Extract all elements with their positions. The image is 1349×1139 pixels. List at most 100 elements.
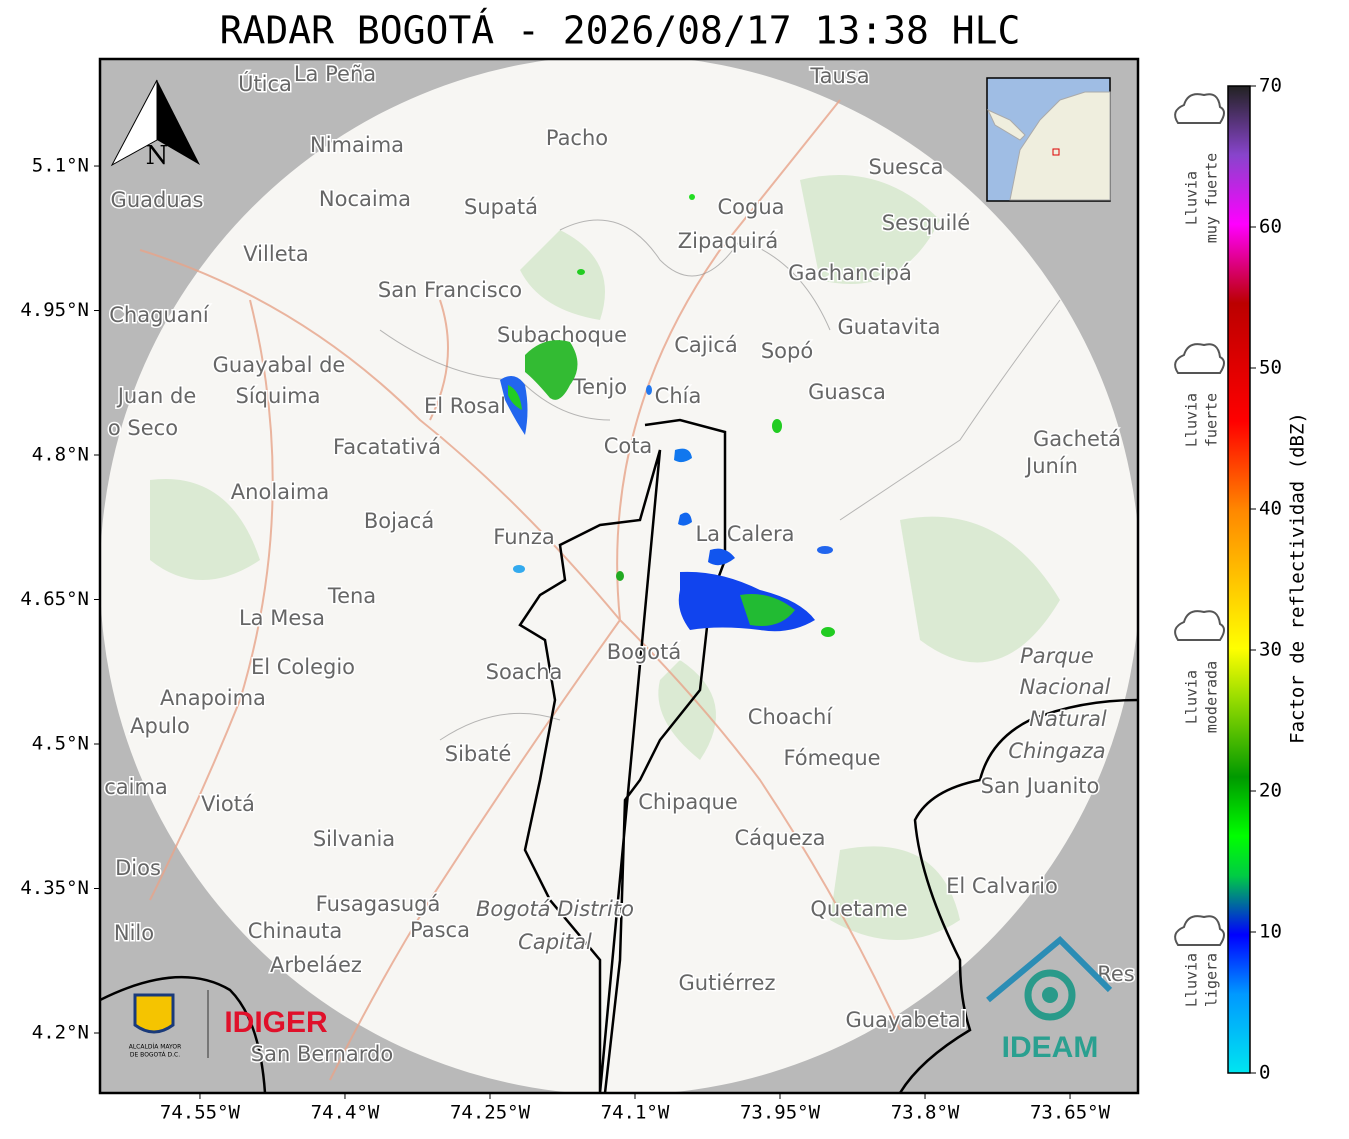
logo-ideam-text: IDEAM (1002, 1031, 1099, 1064)
cloud-icon (1174, 93, 1225, 124)
place-label: El Colegio (251, 655, 355, 679)
place-label: caima (104, 775, 168, 799)
x-tick-label: 73.95°W (740, 1102, 821, 1124)
place-label: La Mesa (239, 606, 325, 630)
place-label: Choachí (748, 705, 834, 729)
place-label: Chinauta (248, 919, 342, 943)
place-label: Zipaquirá (678, 229, 778, 253)
colorbar-tick-label: 0 (1259, 1062, 1270, 1084)
place-label: Chingaza (1008, 739, 1105, 763)
place-label: Natural (1029, 707, 1107, 731)
department-boundary (100, 975, 267, 1093)
place-label: Cáqueza (735, 826, 826, 850)
place-label: Síquima (236, 384, 321, 408)
place-label: Nacional (1020, 675, 1111, 699)
y-tick-label: 5.1°N (32, 155, 89, 177)
y-tick-label: 4.65°N (20, 588, 89, 610)
place-label: Gachancipá (788, 261, 912, 285)
place-label: Viotá (201, 792, 255, 816)
district-boundary (518, 418, 727, 1093)
place-label: Bojacá (364, 509, 434, 533)
cloud-icon (1174, 915, 1225, 946)
place-label: Tenjo (572, 375, 627, 399)
place-label: Sibaté (445, 742, 512, 766)
x-tick-label: 74.55°W (160, 1102, 241, 1124)
rain-level-label: Lluvia (1183, 670, 1201, 724)
colorbar-label: Factor de reflectividad (dBZ) (1287, 412, 1309, 744)
cloud-icon (1174, 610, 1225, 641)
logo-idiger: IDIGER (224, 1006, 328, 1039)
place-label: Gachetá (1033, 427, 1121, 451)
logo-text: ALCALDÍA MAYOR (129, 1044, 182, 1051)
colorbar-tick-label: 20 (1259, 780, 1282, 802)
x-tick-label: 74.4°W (311, 1102, 380, 1124)
place-label: Pacho (546, 126, 608, 150)
place-label: El Calvario (946, 874, 1058, 898)
logo-text: DE BOGOTÁ D.C. (130, 1052, 180, 1059)
place-label: Guaduas (111, 188, 204, 212)
place-label: Soacha (486, 660, 563, 684)
cloud-icon (1174, 343, 1225, 374)
colorbar-tick-label: 70 (1259, 75, 1282, 97)
map-frame (98, 57, 1140, 1095)
place-label: Sesquilé (882, 211, 970, 235)
colorbar-axis: 0 10 20 30 40 50 60 70 (1250, 75, 1282, 1084)
place-label: Pasca (410, 918, 470, 942)
place-label: Bogotá (607, 640, 682, 664)
radar-echoes (500, 194, 835, 637)
y-tick-label: 4.8°N (32, 444, 89, 466)
place-label: Cota (604, 434, 653, 458)
x-tick-label: 74.25°W (450, 1102, 531, 1124)
place-label: o Seco (108, 416, 178, 440)
place-label: Gutiérrez (679, 971, 776, 995)
place-label: Parque (1020, 644, 1094, 668)
place-label: Funza (493, 525, 554, 549)
rain-level-label: ligera (1203, 953, 1221, 1007)
place-label: Cogua (717, 195, 784, 219)
place-label: Anapoima (160, 686, 266, 710)
x-tick-label: 73.8°W (891, 1102, 960, 1124)
place-label: Guatavita (838, 315, 941, 339)
place-label: Villeta (243, 242, 308, 266)
place-label: El Rosal (424, 394, 506, 418)
place-label: San Bernardo (251, 1042, 393, 1066)
place-label: Nimaima (310, 133, 404, 157)
north-arrow: N (110, 79, 200, 171)
place-label: San Francisco (378, 278, 522, 302)
colorbar (1227, 85, 1251, 1074)
axes: 74.55°W 74.4°W 74.25°W 74.1°W 73.95°W 73.8°W 7… (20, 155, 1110, 1124)
place-label: Facatativá (333, 435, 441, 459)
place-labels: Útica La Peña Tausa Pacho Nimaima Suesca Guadu… (103, 61, 1137, 1068)
rain-level-label: Lluvia (1183, 953, 1201, 1007)
place-label: Chaguaní (109, 303, 210, 327)
place-label: Nilo (114, 921, 154, 945)
place-label: Útica (238, 71, 292, 96)
colorbar-tick-label: 30 (1259, 639, 1282, 661)
place-label: Fómeque (783, 746, 880, 770)
rain-level-label: moderada (1203, 661, 1221, 733)
place-label: Cajicá (674, 333, 738, 357)
place-label: Silvania (313, 827, 395, 851)
place-label: Bogotá Distrito (476, 897, 634, 921)
y-tick-label: 4.95°N (20, 299, 89, 321)
place-label: Juan de (116, 384, 197, 408)
place-label: Tena (327, 584, 376, 608)
place-label: La Calera (695, 522, 794, 546)
place-label: Junín (1024, 454, 1078, 478)
north-label: N (146, 141, 169, 171)
roads (139, 99, 901, 1081)
x-tick-label: 73.65°W (1030, 1102, 1111, 1124)
place-label: San Juanito (981, 774, 1100, 798)
logo-alcaldia: ALCALDÍA MAYOR DE BOGOTÁ D.C. IDIGER (129, 990, 328, 1059)
place-label: Fusagasugá (316, 892, 441, 916)
place-label: Tausa (809, 64, 869, 88)
place-label: Supatá (464, 195, 538, 219)
place-label: Nocaima (319, 187, 411, 211)
department-boundary (898, 698, 1138, 1093)
place-label: Apulo (130, 714, 190, 738)
place-label: Guayabetal (846, 1008, 967, 1032)
place-label: Chía (655, 384, 702, 408)
rain-level-label: fuerte (1203, 393, 1221, 447)
place-label: La Peña (294, 62, 376, 86)
